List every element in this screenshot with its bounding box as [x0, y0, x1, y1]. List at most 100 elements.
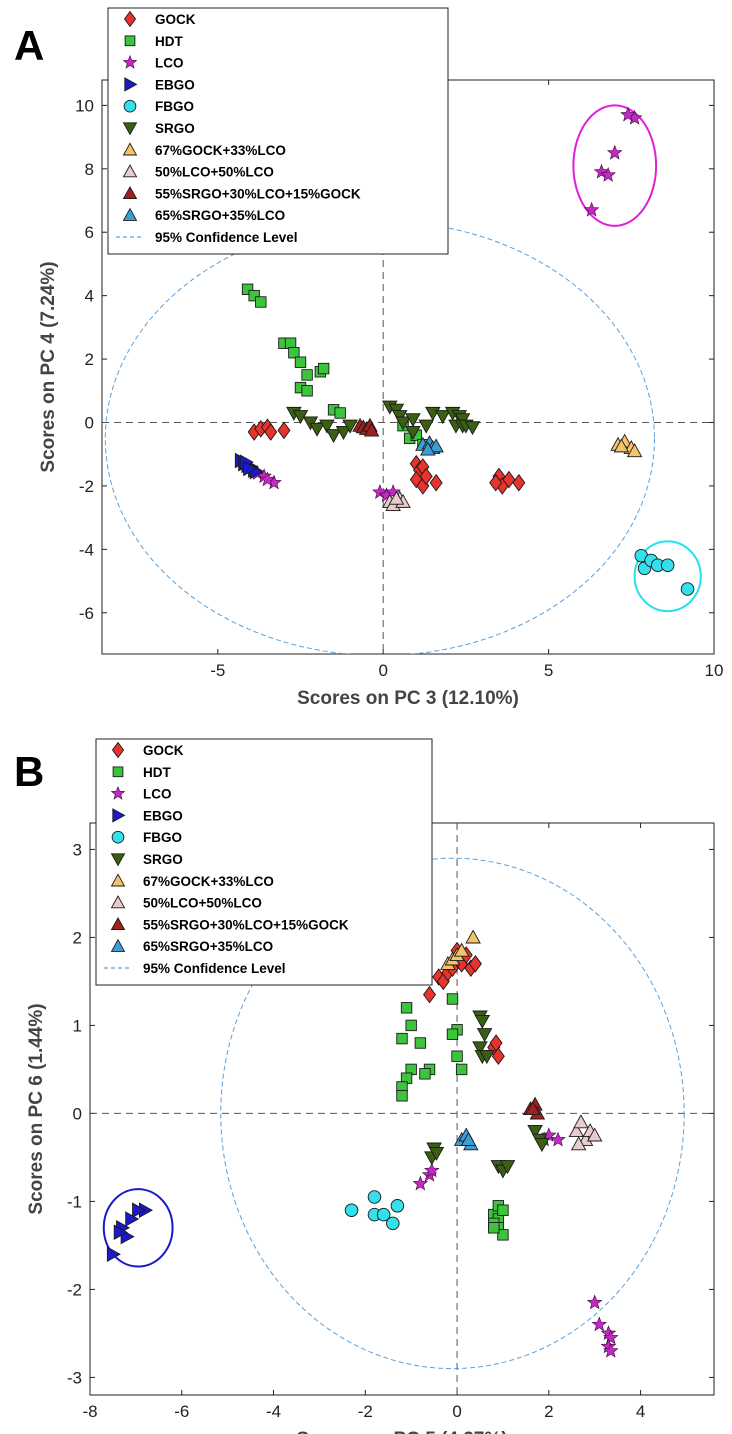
panel-b-lco-point	[586, 1294, 603, 1310]
panel-a-fbgo-point	[680, 582, 695, 596]
panel-a-fbgo-highlight-circle	[633, 540, 702, 613]
panel-a-legend-label-lco: LCO	[155, 56, 184, 71]
panel-b-confidence-ellipse	[220, 857, 685, 1370]
panel-a-series-65pctsrgo-plus-35pctlco	[415, 435, 444, 456]
panel-a-legend: GOCK HDT LCO EBGO FBGO SRGO 67%GOCK+33%LCO 50%L…	[107, 7, 449, 255]
panel-b-series-hdt	[396, 993, 509, 1241]
panel-b-series-67pctgock-plus-33pctlco	[440, 929, 481, 970]
panel-b-ebgo-highlight-circle	[102, 1188, 174, 1268]
panel-b-legend-marker-srgo	[110, 853, 126, 867]
panel-b-srgo-point	[479, 1050, 495, 1065]
panel-a-fbgo-point	[660, 558, 675, 572]
panel-a-gock-point	[277, 421, 291, 440]
panel-b-srgo-point	[534, 1138, 550, 1153]
panel-b-50pctlco-plus-50pctlco-point	[586, 1127, 603, 1142]
panel-b-legend-label-65pctsrgo-plus-35pctlco: 65%SRGO+35%LCO	[143, 939, 273, 954]
panel-a-srgo-point	[418, 419, 434, 434]
panel-a-y-tick-label: -2	[79, 477, 94, 496]
panel-a-legend-label-50pctlco-plus-50pctlco: 50%LCO+50%LCO	[155, 165, 274, 180]
panel-a-legend-label-55pctsrgo-plus-30pctlco-plus-15pctgock: 55%SRGO+30%LCO+15%GOCK	[155, 186, 361, 201]
panel-a-legend-marker-65pctsrgo-plus-35pctlco	[122, 207, 138, 221]
panel-b-x-tick-label: -2	[358, 1402, 373, 1421]
panel-b-x-tick-label: 2	[544, 1402, 553, 1421]
panel-a-srgo-point	[434, 410, 451, 425]
panel-b-y-tick-label: 2	[73, 928, 82, 947]
panel-b-legend-label-lco: LCO	[143, 787, 172, 802]
panel-a-55pctsrgo-plus-30pctlco-plus-15pctgock-point	[363, 422, 380, 437]
panel-b-legend-label-srgo: SRGO	[143, 852, 183, 867]
panel-b-legend-marker-55pctsrgo-plus-30pctlco-plus-15pctgock	[110, 916, 126, 931]
panel-a-65pctsrgo-plus-35pctlco-point	[428, 438, 444, 453]
panel-a-series-50pctlco-plus-50pctlco	[382, 490, 411, 512]
panel-b-hdt-point	[497, 1229, 509, 1241]
panel-b-hdt-point	[446, 993, 459, 1005]
panel-b-legend-label-55pctsrgo-plus-30pctlco-plus-15pctgock: 55%SRGO+30%LCO+15%GOCK	[143, 917, 349, 932]
panel-a-hdt-point	[317, 362, 330, 375]
panel-a-srgo-point	[319, 419, 335, 434]
panel-a-y-tick-label: -6	[79, 604, 94, 623]
panel-b-series-fbgo	[344, 1190, 405, 1231]
panel-a-lco-point	[593, 163, 610, 179]
panel-b-x-tick-label: -8	[82, 1402, 97, 1421]
panel-a-hdt-point	[284, 337, 297, 349]
panel-a-hdt-point	[248, 289, 260, 302]
panel-a-srgo-point	[335, 425, 352, 440]
panel-b-55pctsrgo-plus-30pctlco-plus-15pctgock-point	[524, 1101, 541, 1116]
panel-a-letter: A	[14, 22, 44, 69]
panel-b-hdt-point	[405, 1019, 417, 1032]
panel-a-srgo-point	[405, 413, 421, 428]
panel-a-legend-label-srgo: SRGO	[155, 121, 195, 136]
panel-b-legend-label-fbgo: FBGO	[143, 830, 182, 845]
panel-a-legend-label-fbgo: FBGO	[155, 99, 194, 114]
panel-b-gock-point	[468, 954, 482, 973]
panel-a-legend-marker-lco	[122, 54, 138, 69]
panel-b-srgo-point	[476, 1028, 493, 1043]
panel-a-y-tick-label: 0	[85, 413, 94, 432]
panel-b-legend-marker-gock	[111, 741, 125, 759]
panel-a-gock-point	[429, 473, 443, 492]
panel-b-50pctlco-plus-50pctlco-point	[570, 1136, 587, 1151]
panel-a-y-tick-label: 2	[85, 350, 94, 369]
panel-a-x-tick-label: -5	[210, 661, 225, 680]
panel-a-lco-highlight-circle	[572, 104, 658, 227]
panel-a-legend-label-95pct-confidence-level: 95% Confidence Level	[155, 230, 298, 245]
panel-b-50pctlco-plus-50pctlco-point	[568, 1123, 585, 1138]
panel-b-ebgo-point	[132, 1202, 147, 1218]
panel-a-srgo-point	[342, 419, 358, 434]
panel-b-gock-point	[489, 1034, 503, 1052]
panel-b-srgo-point	[499, 1160, 516, 1175]
panel-a: A -5 0 5 10 -6 -4 -2 0 2 4 6 8 10 Scores on PC 3 (12.1…	[14, 7, 723, 709]
panel-a-series-gock	[247, 418, 526, 495]
panel-a-plot-content	[102, 80, 714, 654]
panel-a-series-55pctsrgo-plus-30pctlco-plus-15pctgock	[352, 417, 380, 437]
panel-b-srgo-point	[527, 1124, 543, 1139]
panel-b-legend-label-ebgo: EBGO	[143, 808, 183, 823]
panel-b-legend-label-95pct-confidence-level: 95% Confidence Level	[143, 961, 286, 976]
panel-a-legend-marker-50pctlco-plus-50pctlco	[122, 164, 138, 178]
panel-a-legend-marker-gock	[123, 10, 137, 28]
panel-b-hdt-point	[451, 1050, 463, 1062]
panel-b-lco-point	[550, 1131, 566, 1147]
panel-b-fbgo-point	[376, 1207, 391, 1222]
panel-b-gock-point	[423, 985, 437, 1004]
panel-a-srgo-point	[309, 422, 325, 437]
panel-b-srgo-point	[428, 1146, 445, 1161]
panel-a-series-hdt	[241, 283, 429, 451]
panel-b-x-axis-label: Scores on PC 5 (4.27%)	[296, 1429, 507, 1434]
panel-b-hdt-point	[419, 1068, 431, 1080]
panel-a-legend-marker-67pctgock-plus-33pctlco	[122, 142, 138, 156]
panel-b-gock-point	[491, 1047, 505, 1066]
panel-a-hdt-point	[288, 347, 300, 359]
panel-a-gock-point	[512, 473, 526, 492]
panel-a-srgo-point	[405, 425, 421, 440]
panel-b-x-tick-label: 0	[452, 1402, 461, 1421]
panel-b: B -8 -6 -4 -2 0 2 4 -3 -2 -1 0 1 2 3 Scores on PC 5 (4.…	[14, 738, 715, 1434]
panel-a-gock-point	[489, 473, 503, 492]
panel-b-series-srgo	[424, 1010, 550, 1179]
panel-b-65pctsrgo-plus-35pctlco-point	[460, 1131, 477, 1146]
panel-a-legend-marker-55pctsrgo-plus-30pctlco-plus-15pctgock	[122, 185, 138, 200]
panel-a-legend-label-ebgo: EBGO	[155, 77, 195, 92]
panel-a-lco-point	[259, 471, 276, 487]
panel-b-legend: GOCK HDT LCO EBGO FBGO SRGO 67%GOCK+33%LCO 50%L…	[95, 738, 433, 986]
